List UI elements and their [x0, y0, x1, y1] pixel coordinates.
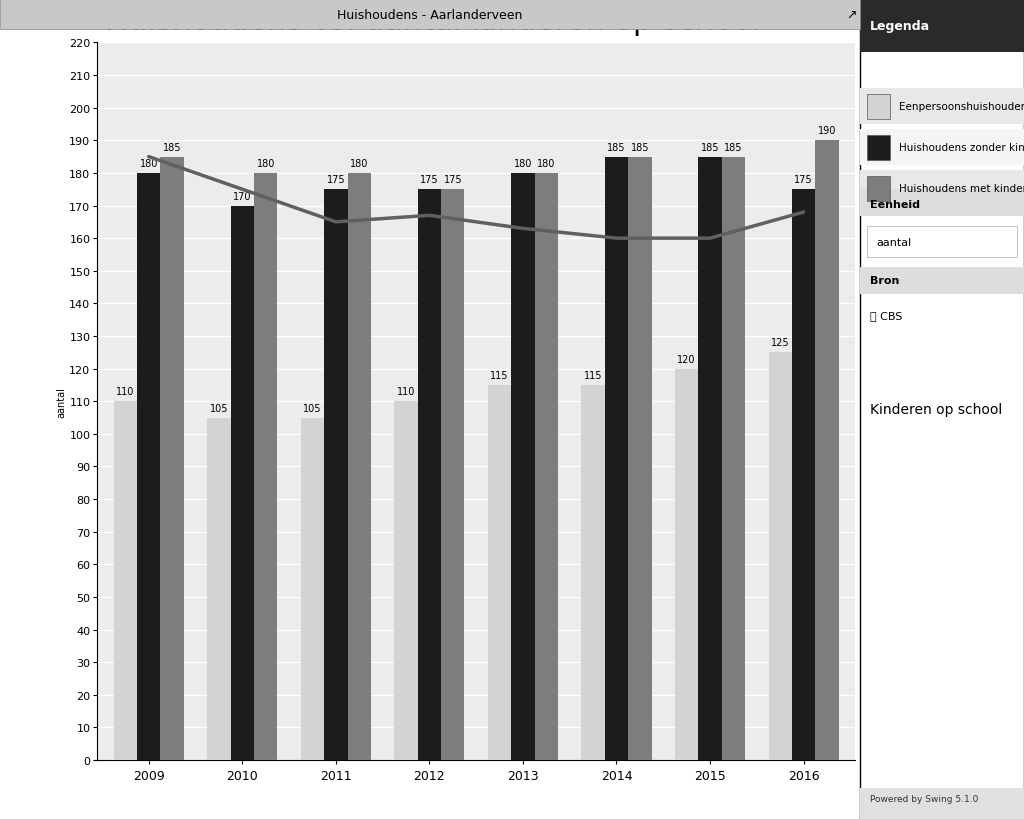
Text: 185: 185 — [700, 143, 719, 152]
Text: 105: 105 — [210, 403, 228, 413]
Text: 175: 175 — [327, 175, 345, 185]
Bar — [441, 190, 465, 760]
Bar — [866, 136, 890, 161]
Bar — [487, 386, 511, 760]
Bar — [230, 206, 254, 760]
Bar — [860, 788, 1024, 819]
Bar — [860, 170, 1024, 206]
Text: 125: 125 — [771, 338, 790, 348]
Text: Eenpersoonshuishouder...: Eenpersoonshuishouder... — [899, 102, 1024, 111]
Bar — [114, 402, 137, 760]
Bar — [418, 190, 441, 760]
Bar — [347, 174, 371, 760]
Text: 175: 175 — [795, 175, 813, 185]
Bar — [511, 174, 535, 760]
Bar — [860, 0, 1024, 53]
Bar — [860, 129, 1024, 165]
Bar — [628, 157, 651, 760]
Bar — [698, 157, 722, 760]
Text: Legenda: Legenda — [870, 20, 930, 33]
Text: 185: 185 — [163, 143, 181, 152]
Bar — [161, 157, 184, 760]
Text: Eenheid: Eenheid — [870, 200, 920, 210]
Bar — [860, 268, 1024, 295]
Bar — [325, 190, 347, 760]
Text: 180: 180 — [256, 159, 274, 169]
Text: aantal: aantal — [877, 238, 911, 247]
Bar — [582, 386, 605, 760]
Text: Kinderen op school: Kinderen op school — [870, 402, 1002, 417]
Bar — [792, 190, 815, 760]
Text: 115: 115 — [584, 370, 602, 381]
Text: 110: 110 — [116, 387, 134, 397]
Bar — [675, 369, 698, 760]
Text: 175: 175 — [420, 175, 438, 185]
Text: Huishoudens zonder kin...: Huishoudens zonder kin... — [899, 143, 1024, 152]
Bar — [254, 174, 278, 760]
Text: 115: 115 — [490, 370, 509, 381]
Text: 180: 180 — [350, 159, 369, 169]
Text: 175: 175 — [443, 175, 462, 185]
Text: 190: 190 — [818, 126, 837, 136]
Text: 185: 185 — [724, 143, 742, 152]
Text: Bron: Bron — [870, 276, 899, 286]
Bar — [866, 177, 890, 201]
Text: 180: 180 — [538, 159, 555, 169]
Text: 180: 180 — [514, 159, 532, 169]
Text: 180: 180 — [139, 159, 158, 169]
Bar — [866, 227, 1018, 258]
Bar — [866, 95, 890, 120]
Text: Huishoudens met kinder...: Huishoudens met kinder... — [899, 183, 1024, 193]
Bar — [535, 174, 558, 760]
Bar — [207, 418, 230, 760]
Text: 105: 105 — [303, 403, 322, 413]
Bar — [860, 190, 1024, 217]
Bar — [768, 353, 792, 760]
Bar — [301, 418, 325, 760]
Text: 110: 110 — [397, 387, 415, 397]
Bar — [815, 141, 839, 760]
Text: 120: 120 — [678, 355, 696, 364]
Bar — [394, 402, 418, 760]
Bar — [137, 174, 161, 760]
Y-axis label: aantal: aantal — [56, 387, 67, 417]
Text: Huishoudens - Aarlanderveen: Huishoudens - Aarlanderveen — [337, 9, 523, 21]
Bar — [860, 88, 1024, 124]
Text: Powered by Swing 5.1.0: Powered by Swing 5.1.0 — [870, 794, 978, 803]
Text: 170: 170 — [233, 192, 252, 201]
Bar — [722, 157, 745, 760]
Text: Powered by Swing 5.1.0: Powered by Swing 5.1.0 — [870, 798, 978, 807]
Text: 185: 185 — [631, 143, 649, 152]
Text: 🖨 CBS: 🖨 CBS — [870, 310, 902, 320]
Text: Huishoudens vs. aantal kinderen op school: Huishoudens vs. aantal kinderen op schoo… — [104, 7, 760, 36]
Text: ↗: ↗ — [847, 9, 857, 21]
Bar — [605, 157, 628, 760]
Text: 185: 185 — [607, 143, 626, 152]
